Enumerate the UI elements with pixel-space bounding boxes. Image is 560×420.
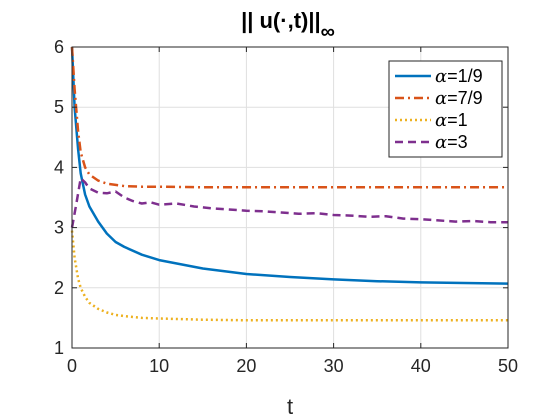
legend-entry-symbol: α (435, 132, 447, 153)
chart-title: || u(·,t)||∞ (241, 8, 335, 43)
legend-entry-value: =1/9 (447, 66, 483, 86)
series-line-1 (70, 46, 509, 285)
legend-entry: α=1/9 (435, 66, 483, 87)
legend-entry-value: =7/9 (447, 88, 483, 108)
x-tick-label: 30 (324, 356, 344, 376)
y-tick-label: 5 (54, 97, 64, 117)
x-tick-label: 40 (411, 356, 431, 376)
legend-entry: α=7/9 (435, 88, 483, 109)
chart-title-main: || u(·,t)|| (241, 8, 321, 33)
x-axis-label: t (287, 394, 293, 419)
ticks: 0 10 20 30 40 50 1 2 3 4 5 6 (54, 37, 518, 376)
series-line-2 (70, 46, 508, 189)
plot-frame (71, 46, 509, 349)
y-tick-label: 1 (54, 338, 64, 358)
legend-entry-symbol: α (435, 88, 447, 109)
legend-entry-value: =3 (447, 132, 468, 152)
chart-title-subscript: ∞ (321, 21, 335, 43)
series-layer (70, 46, 509, 322)
y-tick-label: 3 (54, 218, 64, 238)
legend-entry-symbol: α (435, 110, 447, 131)
legend: α=1/9α=7/9α=1α=3 (388, 60, 503, 158)
x-tick-label: 0 (67, 356, 77, 376)
legend-entry-value: =1 (447, 110, 468, 130)
y-tick-label: 2 (54, 278, 64, 298)
legend-entry: α=1 (435, 110, 468, 131)
x-tick-label: 20 (236, 356, 256, 376)
legend-entry: α=3 (435, 132, 468, 153)
series-line-4 (70, 176, 508, 228)
y-tick-label: 4 (54, 157, 64, 177)
legend-entry-symbol: α (435, 66, 447, 87)
y-tick-label: 6 (54, 37, 64, 57)
x-tick-label: 10 (149, 356, 169, 376)
x-tick-label: 50 (498, 356, 518, 376)
